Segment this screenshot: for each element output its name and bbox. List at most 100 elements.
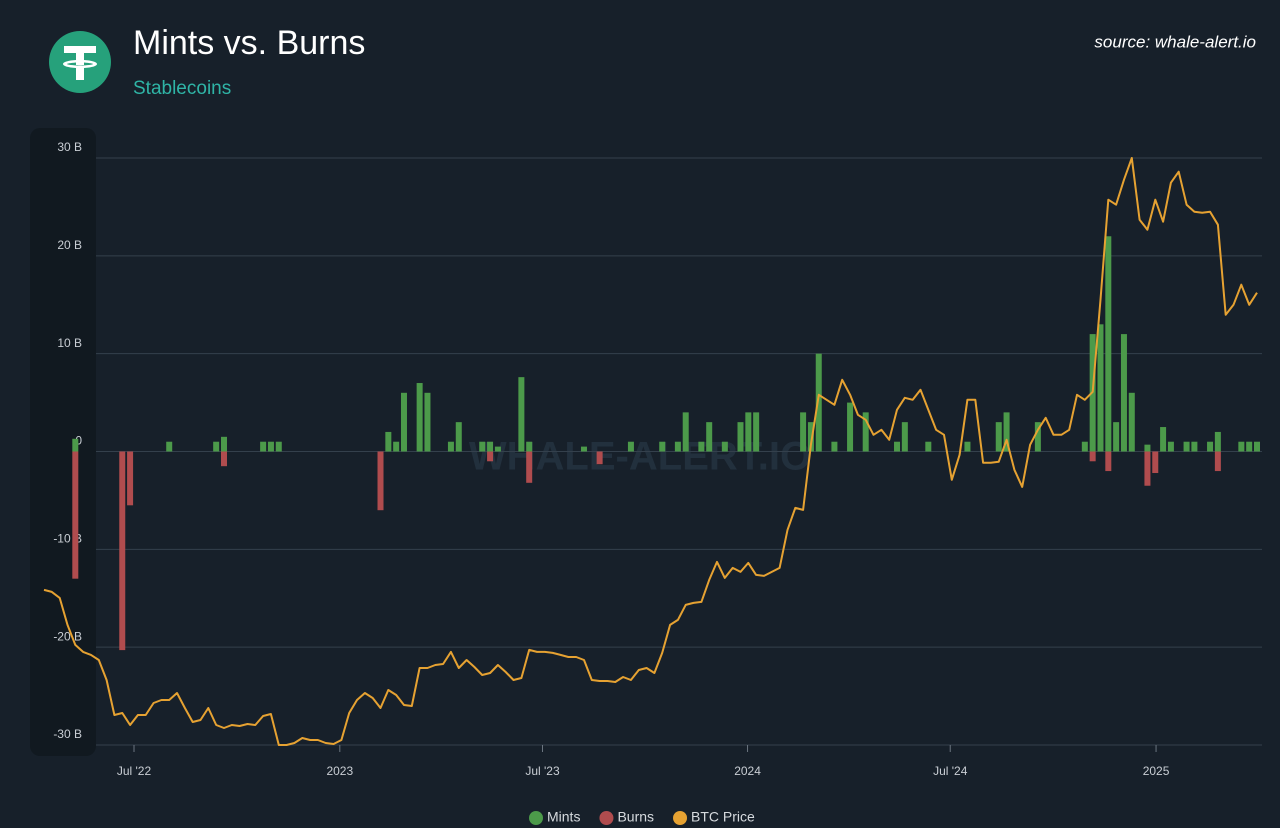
logo: [49, 31, 111, 93]
bar: [385, 431, 392, 452]
bar: [424, 392, 431, 452]
y-tick-label: -20 B: [53, 629, 82, 643]
legend-label[interactable]: BTC Price: [691, 809, 755, 825]
bar: [674, 441, 681, 452]
bar: [1152, 451, 1159, 474]
legend-swatch[interactable]: [673, 811, 688, 825]
x-tick-label: 2025: [1143, 764, 1170, 778]
y-tick-label: 10 B: [57, 336, 82, 350]
bar: [1097, 324, 1104, 452]
bar: [213, 441, 220, 452]
bar: [925, 441, 932, 452]
bar: [1160, 427, 1167, 452]
bar: [721, 441, 728, 452]
y-tick-label: 20 B: [57, 238, 82, 252]
legend-swatch[interactable]: [599, 811, 614, 825]
bar: [455, 422, 462, 452]
bar: [1254, 441, 1260, 452]
logo-glyph: [63, 46, 97, 80]
bar: [1183, 441, 1190, 452]
bar: [847, 402, 854, 452]
x-tick-label: Jul '22: [117, 764, 152, 778]
bar: [487, 441, 494, 452]
legend-label[interactable]: Burns: [617, 809, 654, 825]
bar: [479, 441, 486, 452]
bar: [682, 412, 689, 452]
bar: [1207, 441, 1214, 452]
bar: [1120, 334, 1127, 452]
bar: [119, 451, 126, 651]
bar: [745, 412, 752, 452]
bar: [393, 441, 400, 452]
bar: [753, 412, 760, 452]
bar: [1089, 451, 1096, 462]
bar: [901, 422, 908, 452]
bar: [1191, 441, 1198, 452]
bar: [862, 412, 869, 452]
bar: [1144, 451, 1151, 486]
bar: [447, 441, 454, 452]
bar: [1034, 422, 1041, 452]
y-tick-label: 0: [75, 434, 82, 448]
bar: [220, 436, 227, 452]
bar: [1105, 236, 1112, 452]
bar: [166, 441, 173, 452]
bar: [831, 441, 838, 452]
bar: [1167, 441, 1174, 452]
x-tick-label: Jul '24: [933, 764, 968, 778]
bar: [800, 412, 807, 452]
bar: [1214, 431, 1221, 452]
bar: [267, 441, 274, 452]
bar: [580, 446, 587, 452]
bar: [1081, 441, 1088, 452]
x-tick-label: Jul '23: [525, 764, 560, 778]
bar: [894, 441, 901, 452]
bar: [1003, 412, 1010, 452]
bar: [275, 441, 282, 452]
x-tick-label: 2024: [734, 764, 761, 778]
legend-swatch[interactable]: [529, 811, 543, 825]
bar: [400, 392, 407, 452]
bar: [659, 441, 666, 452]
bar: [494, 446, 501, 452]
bar: [627, 441, 634, 452]
bar: [518, 377, 525, 452]
bar: [72, 451, 79, 579]
bar: [737, 422, 744, 452]
bar: [526, 441, 533, 452]
bar: [260, 441, 267, 452]
bar: [815, 353, 822, 452]
bar: [807, 422, 814, 452]
bar: [964, 441, 971, 452]
bar: [416, 383, 423, 452]
bar: [698, 441, 705, 452]
chart-title: Mints vs. Burns: [133, 24, 365, 62]
bar: [706, 422, 713, 452]
bar: [487, 451, 494, 462]
legend: Mints Burns BTC Price: [529, 809, 755, 825]
bar: [220, 451, 227, 467]
bar: [1214, 451, 1221, 472]
bar: [526, 451, 533, 483]
bar: [377, 451, 384, 511]
bar: [1113, 422, 1120, 452]
x-tick-label: 2023: [326, 764, 353, 778]
bar: [1144, 444, 1151, 452]
bar: [72, 438, 79, 452]
legend-label[interactable]: Mints: [547, 809, 580, 825]
y-axis-band: [30, 128, 96, 756]
y-tick-label: -30 B: [53, 727, 82, 741]
bar: [995, 422, 1002, 452]
bar: [1105, 451, 1112, 472]
chart-subtitle: Stablecoins: [133, 78, 231, 99]
source-note: source: whale-alert.io: [1094, 32, 1256, 51]
bar: [596, 451, 603, 465]
line: [43, 157, 1258, 746]
y-tick-label: 30 B: [57, 140, 82, 154]
bar: [127, 451, 134, 506]
bar: [1246, 441, 1253, 452]
bar: [1238, 441, 1245, 452]
